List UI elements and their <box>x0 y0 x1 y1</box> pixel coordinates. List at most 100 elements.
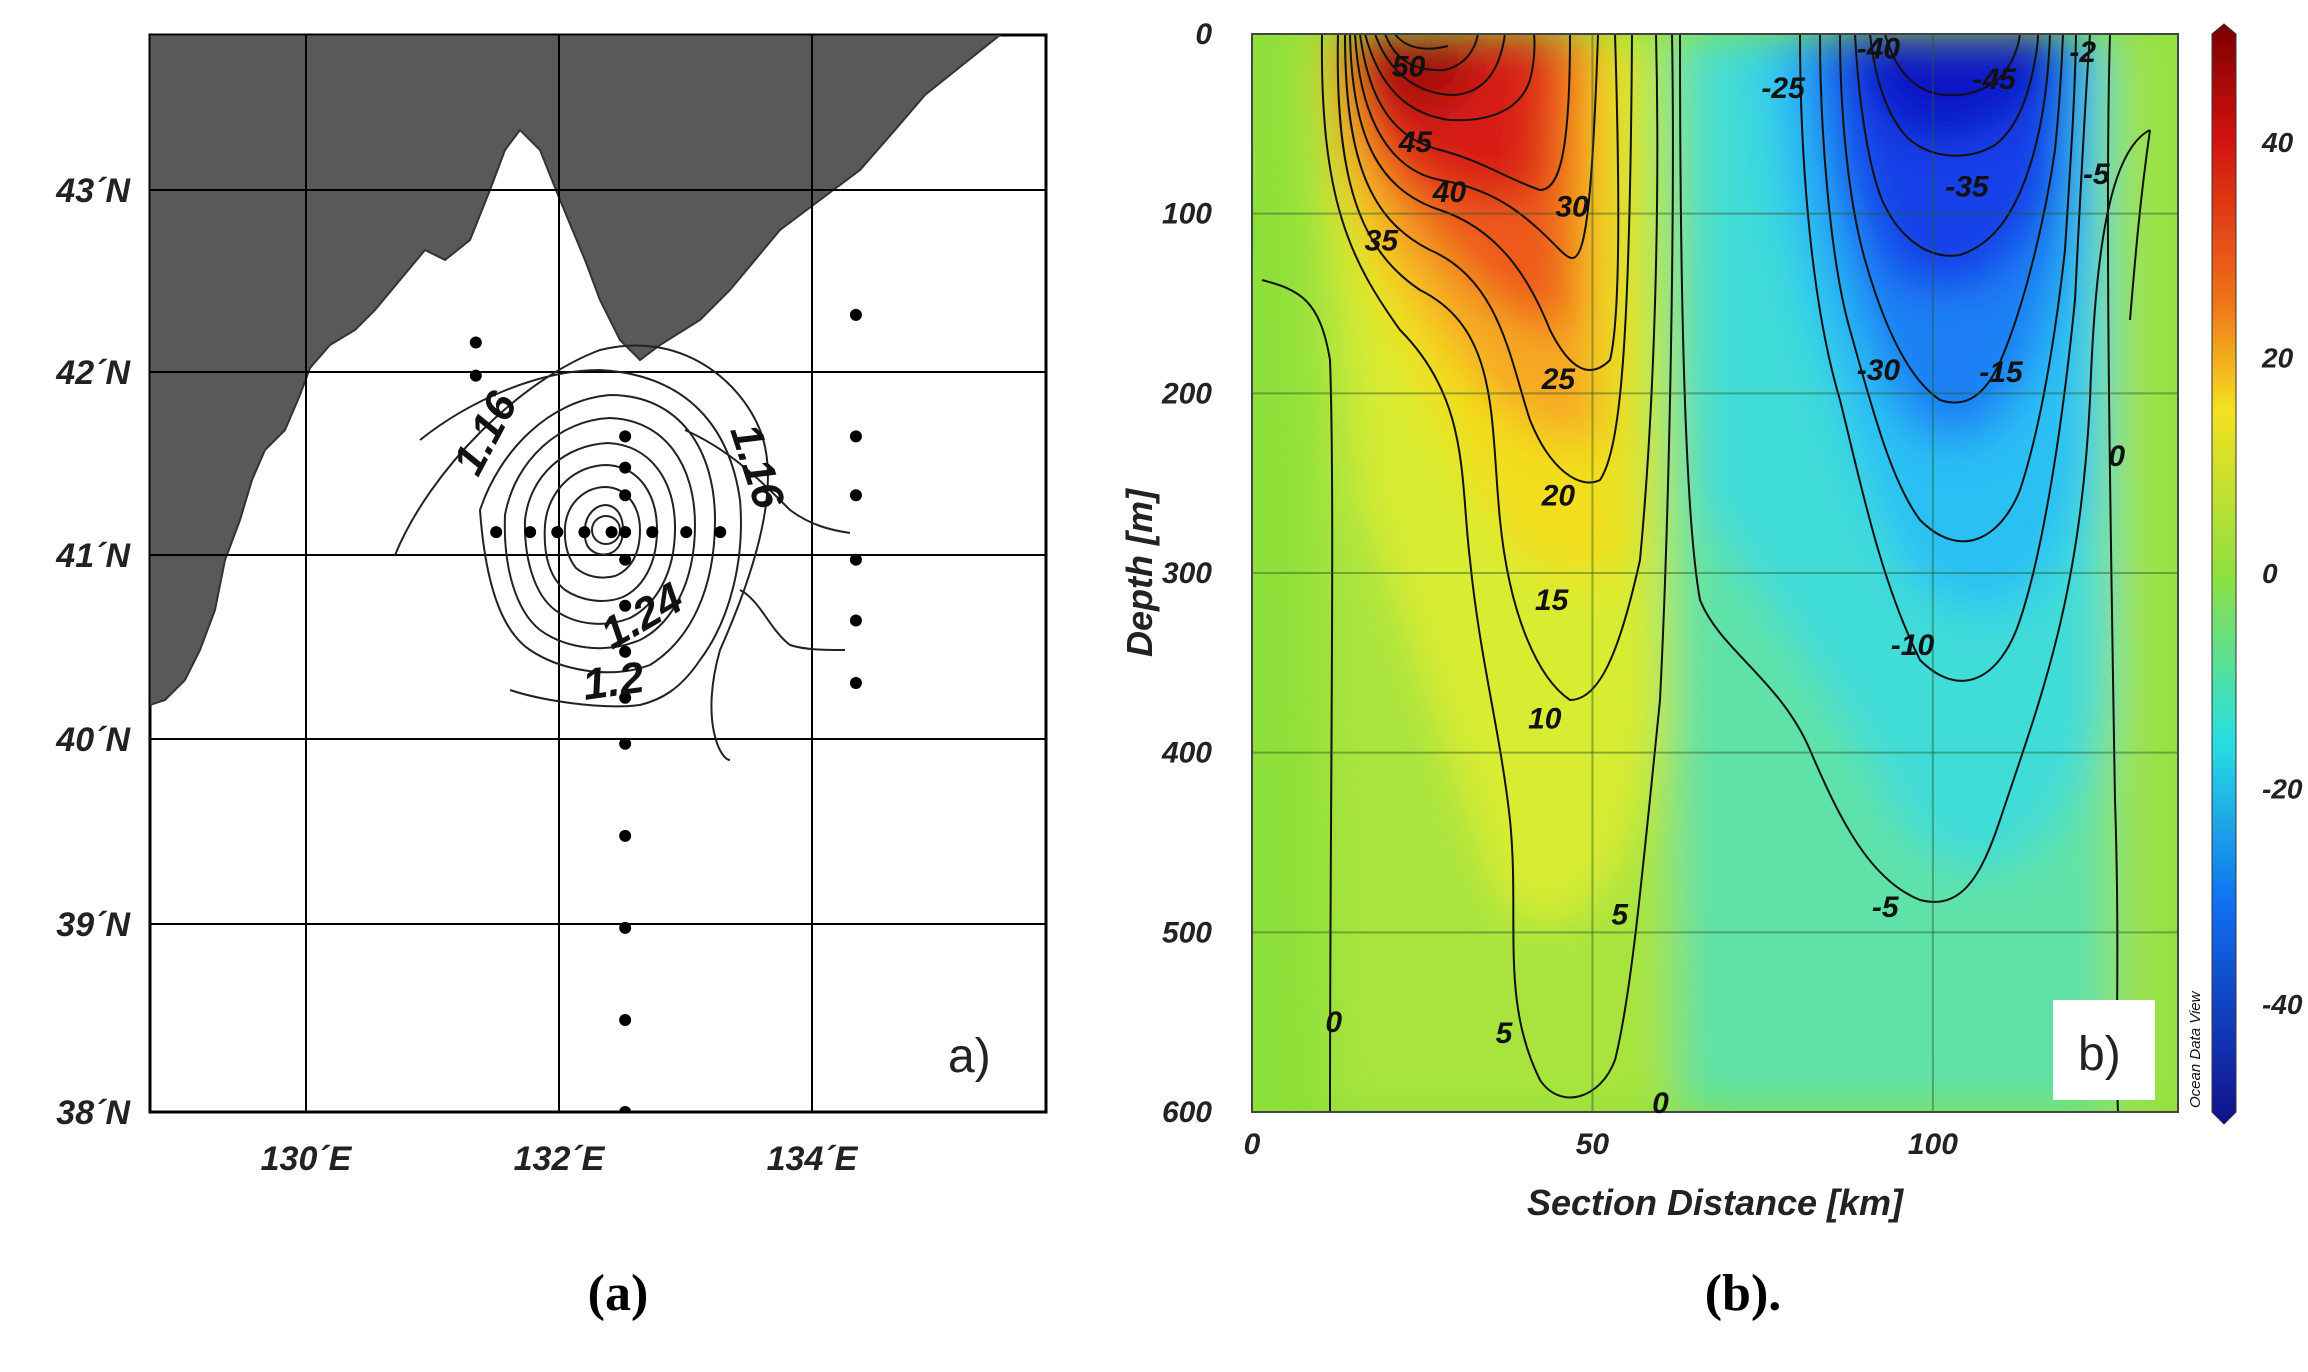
station-point <box>551 526 564 539</box>
contour-label: 5 <box>1496 1017 1514 1050</box>
colorbar-tick-label: -40 <box>2262 989 2303 1020</box>
station-point <box>619 430 632 443</box>
station-point <box>646 526 659 539</box>
contour-label: -2 <box>2069 36 2096 69</box>
contour-label: 30 <box>1555 190 1589 223</box>
y-tick-label: 600 <box>1162 1096 1212 1129</box>
contour-label-1-2: 1.2 <box>580 653 648 710</box>
x-axis-title: Section Distance [km] <box>1527 1182 1904 1223</box>
contour-label: 50 <box>1392 50 1426 83</box>
station-point <box>619 691 632 704</box>
y-tick-38n: 38´N <box>56 1094 131 1132</box>
contour-label: -35 <box>1945 171 1990 204</box>
contour-label: 15 <box>1535 584 1570 617</box>
y-tick-label: 500 <box>1162 916 1212 949</box>
contour-label: 20 <box>1541 480 1576 513</box>
contour-label: 25 <box>1541 363 1577 396</box>
contour-label: 10 <box>1528 703 1562 736</box>
sea-level-contours <box>394 344 851 761</box>
station-point <box>469 336 482 349</box>
y-tick-label: 0 <box>1195 18 1212 51</box>
y-tick-39n: 39´N <box>56 906 131 944</box>
station-point <box>619 1106 632 1112</box>
station-point <box>490 526 503 539</box>
station-point <box>849 677 862 690</box>
contour-label: 35 <box>1365 225 1400 258</box>
station-point <box>619 921 632 934</box>
caption-b: (b). <box>1705 1265 1782 1322</box>
x-tick-label: 100 <box>1908 1128 1958 1161</box>
station-point <box>680 526 693 539</box>
colorbar-tick-label: 0 <box>2262 558 2278 589</box>
station-point <box>849 308 862 321</box>
colorbar-tick-label: 20 <box>2261 342 2294 373</box>
section-grid <box>1252 34 2178 1112</box>
y-tick-label: 400 <box>1161 737 1212 770</box>
y-axis-title: Depth [m] <box>1119 488 1160 657</box>
contour-label: 0 <box>2108 440 2125 473</box>
station-point <box>619 737 632 750</box>
station-point <box>714 526 727 539</box>
x-tick-label: 0 <box>1244 1128 1261 1161</box>
contour-label: -30 <box>1857 354 1901 387</box>
stations <box>469 308 862 1112</box>
map-x-ticks: 130´E 132´E 134´E <box>261 1140 859 1178</box>
section-frame <box>1251 33 2179 1113</box>
contour-label: -25 <box>1761 72 1806 105</box>
colorbar <box>2211 23 2237 1125</box>
station-point <box>619 489 632 502</box>
colorbar-tick-label: -20 <box>2262 774 2303 805</box>
land-mass <box>150 35 1002 707</box>
contour-label: 40 <box>1432 176 1467 209</box>
station-point <box>619 461 632 474</box>
x-tick-label: 50 <box>1576 1128 1610 1161</box>
contour-label: -15 <box>1979 356 2024 389</box>
contour-label: 0 <box>1652 1087 1669 1120</box>
section-contours <box>1261 34 2151 1112</box>
station-point <box>578 526 591 539</box>
y-tick-41n: 41´N <box>55 537 131 575</box>
map-panel: 1.16 1.16 1.24 1.2 43´N 42´N 41´N 40´N 3… <box>55 33 1048 1178</box>
ocean-data-view-watermark: Ocean Data View <box>2187 990 2204 1108</box>
panel-label-b: b) <box>2078 1028 2121 1081</box>
station-point <box>619 599 632 612</box>
colorbar-tick-label: 40 <box>2261 127 2294 158</box>
station-point <box>605 526 618 539</box>
panel-label-a: a) <box>948 1030 991 1083</box>
station-point <box>849 614 862 627</box>
station-point <box>469 369 482 382</box>
contour-label: -45 <box>1972 63 2017 96</box>
station-point <box>849 553 862 566</box>
panel-label-b-box <box>2053 1000 2155 1100</box>
station-point <box>849 430 862 443</box>
contour-label: -5 <box>1872 891 1900 924</box>
caption-a: (a) <box>588 1265 649 1322</box>
y-tick-label: 300 <box>1162 557 1212 590</box>
y-tick-label: 100 <box>1162 198 1212 231</box>
x-tick-132e: 132´E <box>514 1140 606 1178</box>
map-grid <box>150 35 1046 1112</box>
station-point <box>619 829 632 842</box>
contour-label: 5 <box>1611 898 1629 931</box>
contour-label: 0 <box>1325 1006 1342 1039</box>
colorbar-ticks: 40 20 0 -20 -40 <box>2261 127 2303 1020</box>
x-tick-134e: 134´E <box>767 1140 859 1178</box>
x-tick-130e: 130´E <box>261 1140 353 1178</box>
contour-label: -10 <box>1891 629 1935 662</box>
station-point <box>619 645 632 658</box>
station-point <box>849 489 862 502</box>
contour-label: -40 <box>1857 32 1901 65</box>
station-point <box>619 553 632 566</box>
y-tick-label: 200 <box>1161 377 1212 410</box>
station-point <box>619 1013 632 1026</box>
station-point <box>619 526 632 539</box>
y-tick-42n: 42´N <box>55 354 131 392</box>
contour-label: -5 <box>2083 158 2111 191</box>
contour-labels-a: 1.16 1.16 1.24 1.2 <box>444 384 794 710</box>
y-tick-43n: 43´N <box>55 172 131 210</box>
station-point <box>524 526 537 539</box>
